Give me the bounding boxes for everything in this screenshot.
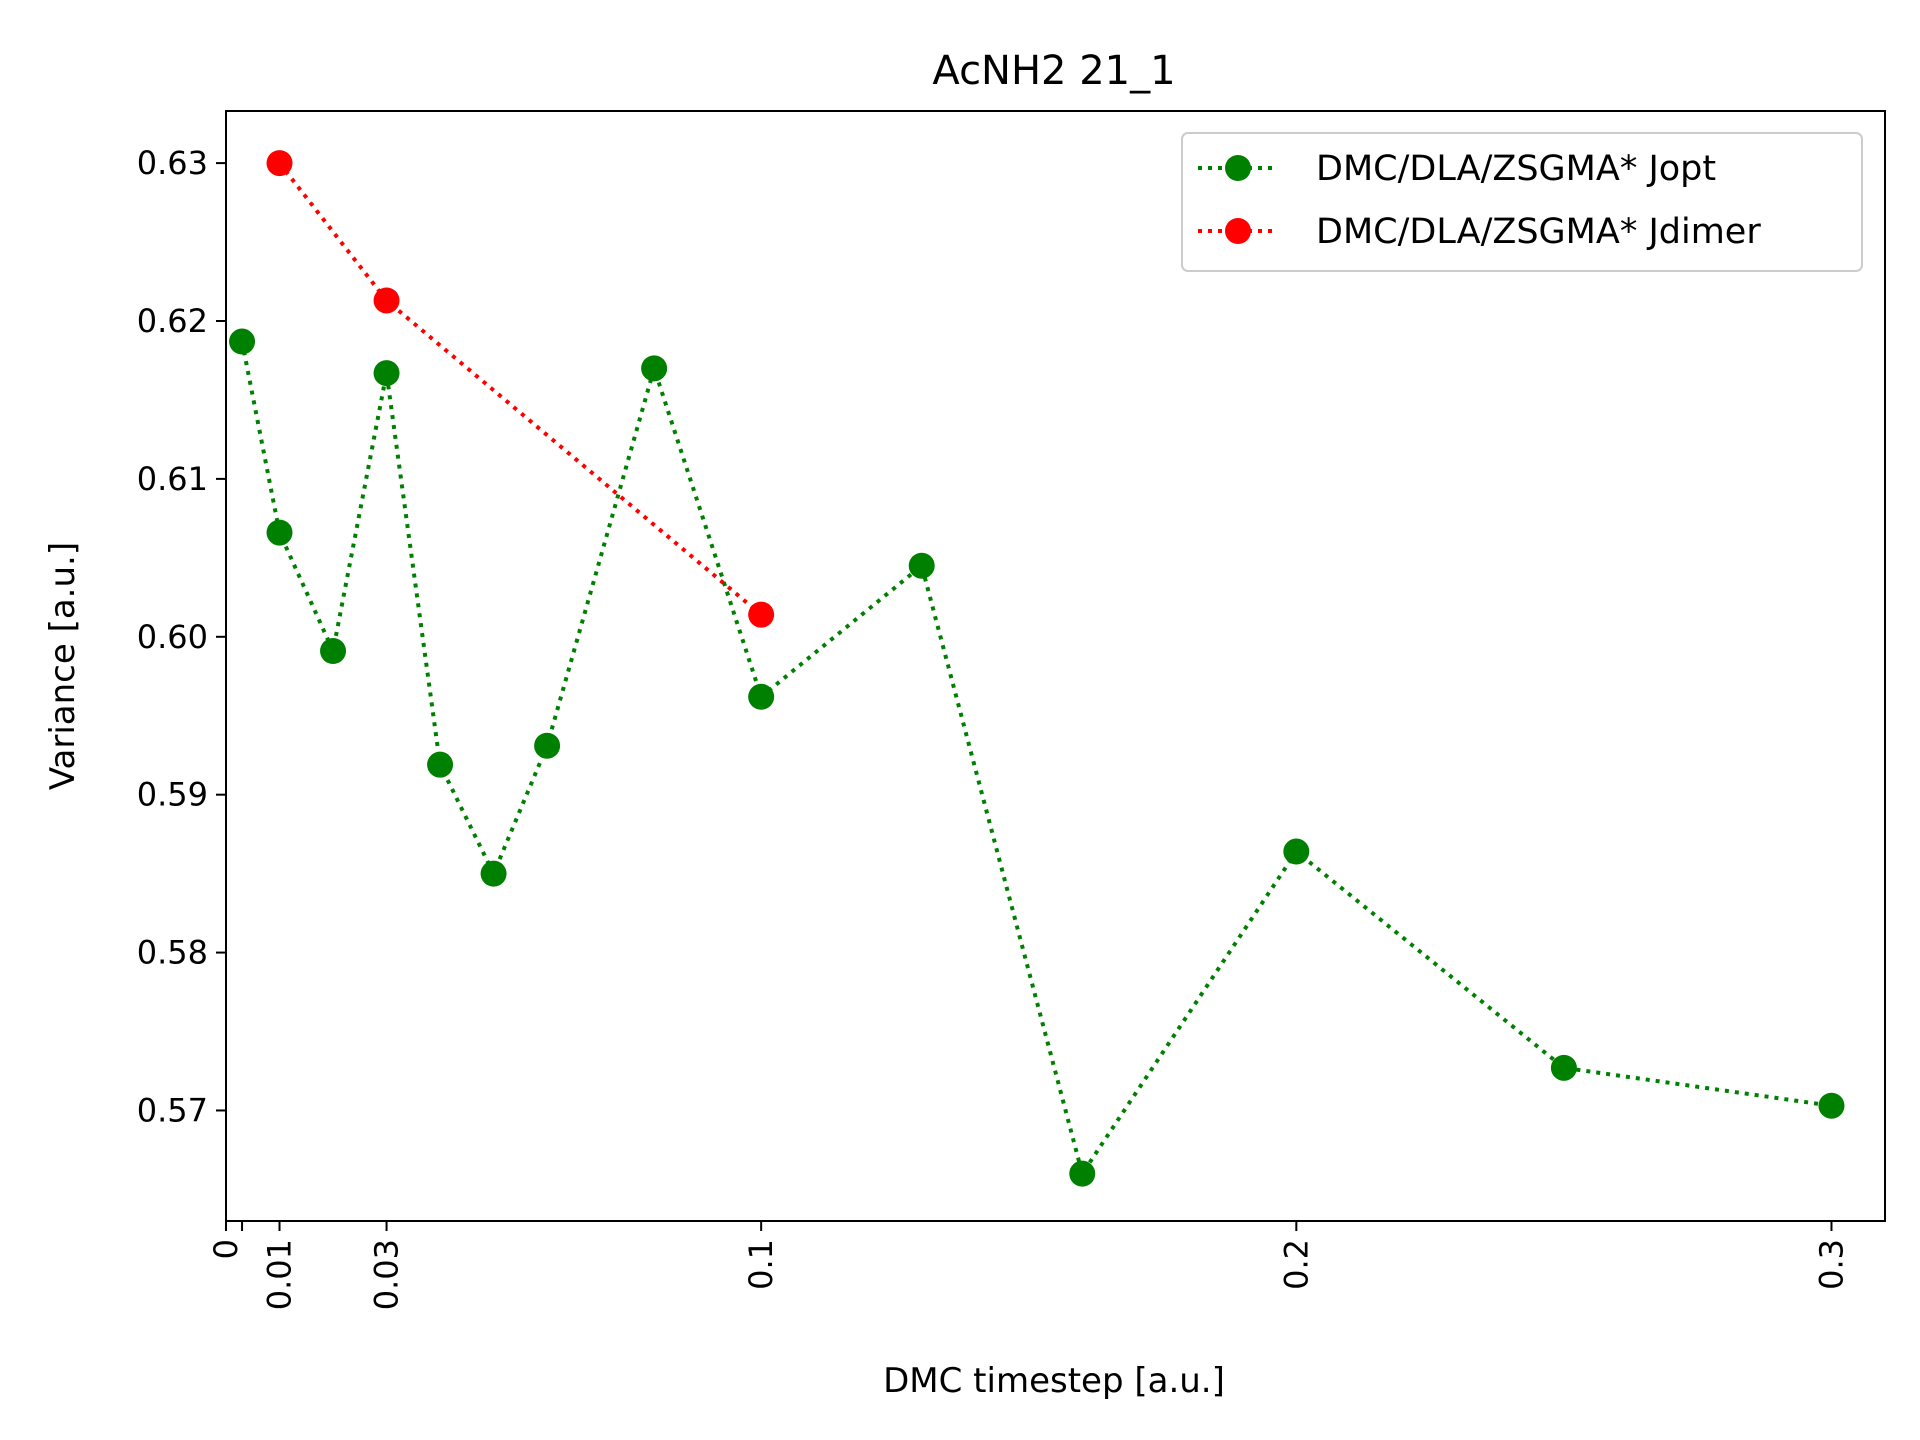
legend-label-jopt: DMC/DLA/ZSGMA* Jopt (1316, 149, 1716, 189)
data-point (908, 552, 935, 579)
data-point (373, 287, 400, 314)
legend-marker-jopt (1225, 155, 1251, 181)
plot-frame (225, 110, 1886, 1222)
data-point (427, 751, 454, 778)
series-line-0 (240, 341, 1832, 1179)
data-point (1550, 1054, 1577, 1081)
data-point (373, 360, 400, 387)
data-point (1283, 838, 1310, 865)
chart-title: AcNH2 21_1 (932, 48, 1175, 94)
data-point (266, 150, 293, 177)
data-point (229, 328, 256, 355)
legend-entry-jdimer: DMC/DLA/ZSGMA* Jdimer (1198, 212, 1761, 252)
data-point (1069, 1160, 1096, 1187)
y-axis-label: Variance [a.u.] (43, 542, 83, 790)
y-tick-label: 0.63 (137, 144, 208, 182)
legend-label-jdimer: DMC/DLA/ZSGMA* Jdimer (1316, 212, 1761, 252)
y-tick-label: 0.58 (137, 934, 208, 972)
x-axis: 0 0.01 0.03 0.1 0.2 0.3 (207, 1221, 1850, 1310)
y-tick-label: 0.59 (137, 776, 208, 814)
data-point (534, 732, 561, 759)
data-point (748, 601, 775, 628)
data-point (320, 638, 347, 664)
legend-entry-jopt: DMC/DLA/ZSGMA* Jopt (1198, 149, 1716, 189)
data-point (748, 683, 775, 710)
legend-marker-jdimer (1225, 218, 1251, 244)
series-1 (266, 150, 775, 628)
x-tick-label: 0.01 (261, 1239, 299, 1310)
legend-box (1181, 132, 1863, 272)
data-point (266, 519, 293, 546)
legend: DMC/DLA/ZSGMA* Jopt DMC/DLA/ZSGMA* Jdime… (1181, 132, 1863, 272)
x-tick-label: 0.1 (742, 1239, 780, 1290)
data-point (641, 355, 668, 382)
y-tick-label: 0.61 (137, 460, 208, 498)
y-tick-label: 0.57 (137, 1091, 208, 1129)
y-tick-label: 0.62 (137, 302, 208, 340)
x-tick-label: 0.3 (1812, 1239, 1850, 1290)
data-point (1818, 1092, 1845, 1119)
x-tick-label: 0.2 (1277, 1239, 1315, 1290)
series-0 (229, 328, 1845, 1187)
x-tick-label: 0.03 (368, 1239, 406, 1310)
y-tick-label: 0.60 (137, 618, 208, 656)
series-layer (229, 150, 1845, 1187)
x-tick-label: 0 (207, 1239, 245, 1259)
x-axis-label: DMC timestep [a.u.] (883, 1361, 1225, 1401)
data-point (480, 860, 507, 887)
series-line-1 (277, 161, 763, 617)
y-axis: 0.57 0.58 0.59 0.60 0.61 0.62 0.63 (137, 144, 226, 1129)
